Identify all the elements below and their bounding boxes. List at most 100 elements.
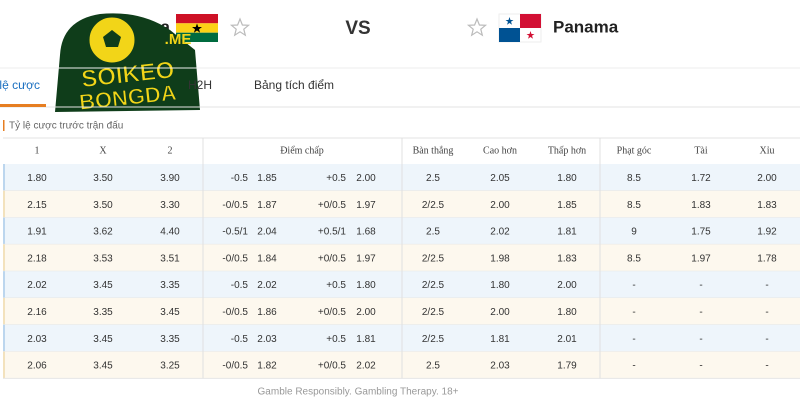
odds-cell: 1.72 [691, 173, 711, 184]
odds-cell: +0.5 [326, 173, 346, 184]
odds-cell: 2.00 [757, 173, 777, 184]
odds-cell: 2.00 [557, 280, 577, 291]
odds-cell: 2/2.5 [422, 253, 445, 264]
column-header: Thấp hơn [548, 145, 586, 156]
odds-cell: 1.80 [27, 173, 47, 184]
odds-cell: -0.5 [231, 334, 249, 345]
row-accent [3, 298, 5, 325]
odds-cell: 2.15 [27, 200, 47, 211]
odds-cell: 8.5 [627, 173, 641, 184]
odds-cell: 2/2.5 [422, 200, 445, 211]
odds-cell: 2/2.5 [422, 280, 445, 291]
odds-cell: 8.5 [627, 200, 641, 211]
column-header: Tài [694, 145, 708, 156]
tab-underline [0, 104, 46, 107]
odds-cell: 3.35 [160, 334, 180, 345]
odds-cell: -0.5 [231, 173, 249, 184]
odds-cell: 1.87 [257, 200, 277, 211]
row-accent [3, 164, 5, 191]
column-header: 1 [35, 145, 40, 156]
odds-cell: 1.92 [757, 227, 777, 238]
tab[interactable]: H2H [188, 78, 212, 92]
odds-cell: 2.06 [27, 361, 47, 372]
odds-cell: 2.02 [490, 227, 510, 238]
odds-cell: 1.81 [557, 227, 577, 238]
odds-cell: 8.5 [627, 253, 641, 264]
vs-label: VS [345, 18, 370, 39]
panama-flag [498, 13, 542, 43]
odds-cell: +0.5 [326, 280, 346, 291]
odds-cell: 1.80 [356, 280, 376, 291]
odds-cell: 1.68 [356, 227, 376, 238]
row-accent [3, 271, 5, 298]
odds-cell: - [632, 307, 635, 318]
odds-cell: - [765, 334, 768, 345]
odds-cell: 2/2.5 [422, 334, 445, 345]
column-header: Bàn thắng [413, 145, 454, 156]
odds-cell: 2.02 [27, 280, 47, 291]
odds-cell: 3.90 [160, 173, 180, 184]
odds-cell: -0/0.5 [222, 307, 248, 318]
section-title: Tỷ lệ cược trước trận đấu [9, 120, 123, 132]
row-accent [3, 324, 5, 352]
odds-cell: 2.5 [426, 173, 440, 184]
odds-cell: 1.84 [257, 253, 277, 264]
odds-cell: 1.83 [757, 200, 777, 211]
odds-cell: - [632, 280, 635, 291]
favorite-star[interactable] [466, 17, 488, 37]
odds-cell: 1.85 [557, 200, 577, 211]
odds-cell: +0/0.5 [318, 253, 347, 264]
ghana-flag [176, 14, 218, 42]
odds-cell: 1.83 [691, 200, 711, 211]
column-header: Điểm chấp [280, 145, 324, 156]
odds-cell: - [765, 280, 768, 291]
tab-active[interactable]: Tỷ lệ cược [0, 78, 40, 92]
odds-cell: +0/0.5 [318, 200, 347, 211]
odds-cell: 1.82 [257, 361, 277, 372]
odds-cell: 3.45 [93, 334, 113, 345]
column-header: Cao hơn [483, 145, 517, 156]
odds-cell: 1.91 [27, 227, 47, 238]
odds-cell: 3.50 [93, 200, 113, 211]
odds-cell: 2.00 [490, 200, 510, 211]
odds-cell: 2.00 [356, 173, 376, 184]
odds-cell: 9 [631, 227, 637, 238]
odds-cell: 2.00 [490, 307, 510, 318]
odds-table: 1 X 2 Điểm chấp Bàn thắng Cao hơn Thấp hơn Phạt… [3, 137, 800, 379]
odds-cell: - [632, 361, 635, 372]
odds-cell: 2.01 [557, 334, 577, 345]
odds-cell: - [699, 361, 702, 372]
odds-cell: 4.40 [160, 227, 180, 238]
odds-cell: 3.45 [160, 307, 180, 318]
logo[interactable]: .ME SOIKEO BONGDA [55, 13, 200, 115]
odds-cell: 1.81 [490, 334, 510, 345]
odds-cell: -0/0.5 [222, 200, 248, 211]
tab[interactable]: Bảng tích điểm [254, 78, 334, 92]
column-header: Xỉu [760, 145, 775, 156]
odds-cell: -0/0.5 [222, 361, 248, 372]
odds-cell: 2.5 [426, 361, 440, 372]
odds-cell: 1.78 [757, 253, 777, 264]
odds-cell: 2/2.5 [422, 307, 445, 318]
odds-cell: 2.5 [426, 227, 440, 238]
odds-cell: 3.30 [160, 200, 180, 211]
odds-cell: - [699, 334, 702, 345]
odds-cell: - [699, 280, 702, 291]
odds-cell: 2.03 [490, 361, 510, 372]
favorite-star[interactable] [229, 17, 251, 37]
away-team: Panama [553, 17, 619, 36]
odds-cell: - [632, 334, 635, 345]
odds-cell: +0/0.5 [318, 361, 347, 372]
row-accent [3, 351, 5, 379]
row-accent [3, 244, 5, 272]
odds-cell: 1.83 [557, 253, 577, 264]
odds-cell: 1.80 [557, 173, 577, 184]
footer: Gamble Responsibly. Gambling Therapy. 18… [258, 387, 459, 398]
odds-cell: 1.81 [356, 334, 376, 345]
odds-cell: 2.18 [27, 253, 47, 264]
row-accent [3, 217, 5, 245]
column-header: Phạt góc [617, 145, 652, 156]
column-header: 2 [168, 145, 173, 156]
odds-cell: 2.03 [27, 334, 47, 345]
